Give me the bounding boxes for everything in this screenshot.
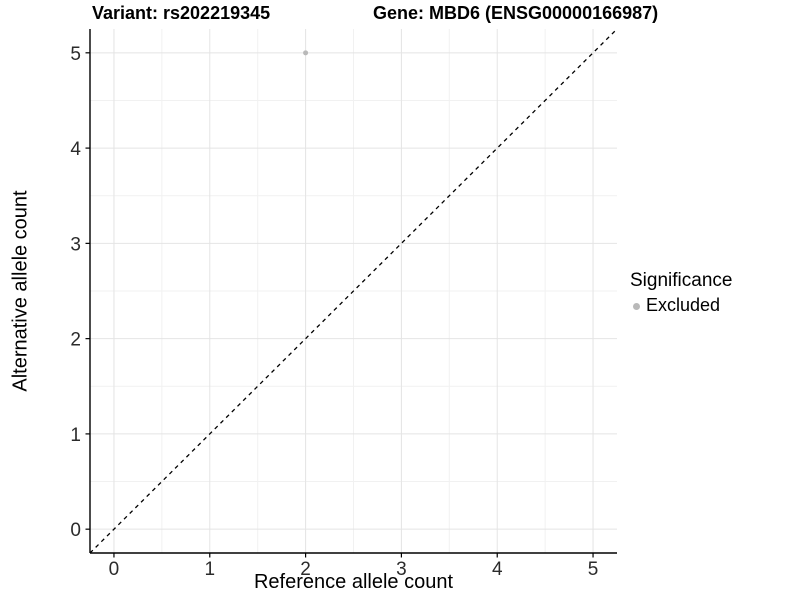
legend: Significance Excluded [630,270,732,316]
y-tick-label: 4 [70,139,81,160]
legend-item-excluded: Excluded [630,295,732,316]
identity-dashed-line [89,28,618,554]
legend-item-label: Excluded [646,295,721,315]
x-tick-label: 3 [396,559,407,580]
plot-title-gene: Gene: MBD6 (ENSG00000166987) [373,3,659,23]
y-tick-label: 1 [70,425,81,446]
x-tick-label: 2 [300,559,311,580]
y-tick-label: 2 [70,330,81,351]
x-axis-title: Reference allele count [253,571,453,593]
legend-title: Significance [630,270,733,291]
x-tick-label: 5 [588,559,599,580]
y-tick-label: 3 [70,234,81,255]
y-axis-title: Alternative allele count [9,190,32,392]
x-tick-label: 1 [204,559,215,580]
legend-point-icon [633,302,640,310]
y-tick-label: 0 [70,520,81,541]
y-tick-label: 5 [70,44,81,65]
x-tick-label: 4 [492,559,503,580]
plot-title-variant: Variant: rs202219345 [92,3,271,23]
x-tick-label: 0 [109,559,120,580]
data-point [303,50,309,56]
